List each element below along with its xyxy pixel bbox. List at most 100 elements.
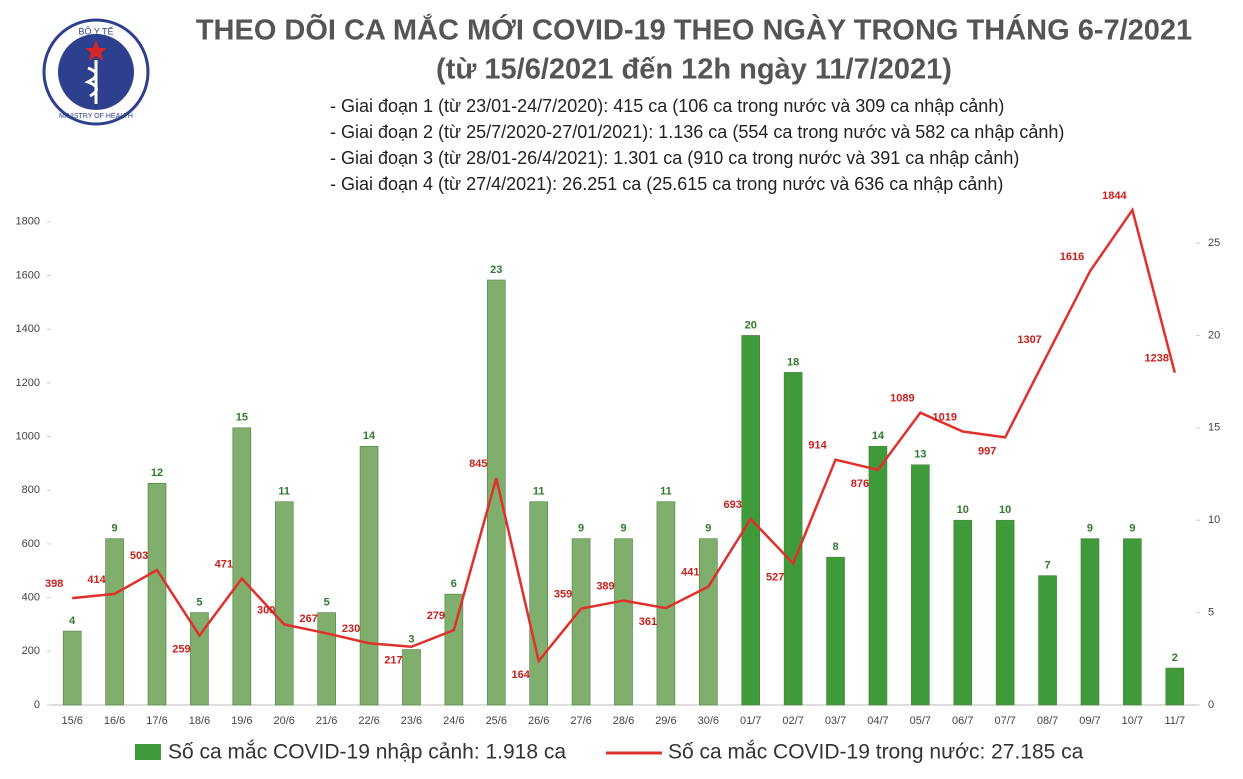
x-tick-label: 28/6 xyxy=(613,715,634,727)
line-label: 414 xyxy=(87,574,106,586)
line-label: 217 xyxy=(384,655,402,667)
bar-label: 9 xyxy=(705,523,711,535)
x-tick-label: 03/7 xyxy=(825,715,846,727)
bar xyxy=(1165,667,1185,706)
x-tick-label: 22/6 xyxy=(358,715,379,727)
y-tick-label: 400 xyxy=(22,592,40,604)
bar-label: 11 xyxy=(278,486,290,498)
x-tick-label: 01/7 xyxy=(740,715,761,727)
y2-tick-label: 5 xyxy=(1208,607,1214,619)
x-tick-label: 20/6 xyxy=(274,715,295,727)
line-label: 1089 xyxy=(890,393,914,405)
bar xyxy=(1080,538,1100,706)
y-tick-label: 0 xyxy=(34,699,40,711)
x-tick-label: 06/7 xyxy=(952,715,973,727)
x-tick-label: 16/6 xyxy=(104,715,125,727)
logo-top: BỘ Y TẾ xyxy=(78,26,113,36)
bar xyxy=(1123,538,1142,706)
bar-label: 15 xyxy=(236,412,248,424)
line-label: 1238 xyxy=(1145,353,1169,365)
x-tick-label: 19/6 xyxy=(231,715,252,727)
logo: BỘ Y TẾ MINISTRY OF HEALTH xyxy=(42,18,150,126)
bar-label: 11 xyxy=(660,486,672,498)
x-tick-label: 23/6 xyxy=(401,715,422,727)
bar-label: 5 xyxy=(324,597,330,609)
bar-label: 3 xyxy=(408,633,414,645)
line-label: 441 xyxy=(681,567,699,579)
bar-label: 9 xyxy=(1129,523,1135,535)
line-label: 1844 xyxy=(1102,190,1127,202)
line-label: 1307 xyxy=(1017,334,1041,346)
bar-label: 10 xyxy=(999,504,1011,516)
bar-label: 20 xyxy=(745,319,757,331)
bar-label: 12 xyxy=(151,467,163,479)
bar xyxy=(274,501,294,706)
bar xyxy=(232,427,252,706)
line-label: 997 xyxy=(978,445,996,457)
bar-label: 13 xyxy=(914,449,926,461)
line-label: 503 xyxy=(130,550,148,562)
legend-label: Số ca mắc COVID-19 trong nước: 27.185 ca xyxy=(668,741,1084,764)
line-label: 389 xyxy=(596,580,614,592)
line-label: 230 xyxy=(342,623,360,635)
bar xyxy=(190,612,209,706)
bar-label: 10 xyxy=(957,504,969,516)
bar-label: 11 xyxy=(533,486,545,498)
y-tick-label: 1000 xyxy=(16,430,40,442)
line-label: 876 xyxy=(851,478,869,490)
chart-subtitle: (từ 15/6/2021 đến 12h ngày 11/7/2021) xyxy=(436,54,952,86)
bar-label: 9 xyxy=(620,523,626,535)
bar-label: 2 xyxy=(1172,652,1178,664)
bar xyxy=(826,556,845,706)
bar xyxy=(444,593,464,706)
y2-tick-label: 20 xyxy=(1208,329,1220,341)
bar xyxy=(614,538,633,706)
x-tick-label: 05/7 xyxy=(910,715,931,727)
bar xyxy=(529,501,548,706)
bar-label: 8 xyxy=(832,541,838,553)
legend-label: Số ca mắc COVID-19 nhập cảnh: 1.918 ca xyxy=(168,741,566,764)
bar-label: 5 xyxy=(196,597,202,609)
x-tick-label: 29/6 xyxy=(655,715,676,727)
bar xyxy=(995,519,1015,706)
x-tick-label: 07/7 xyxy=(994,715,1015,727)
line-label: 471 xyxy=(215,558,233,570)
bar xyxy=(62,630,82,706)
line-label: 259 xyxy=(172,643,190,655)
bar xyxy=(656,501,676,706)
bar xyxy=(911,464,930,706)
line-label: 267 xyxy=(299,613,317,625)
annotation: - Giai đoạn 2 (từ 25/7/2020-27/01/2021):… xyxy=(330,122,1064,142)
line-label: 845 xyxy=(469,458,487,470)
bar-label: 9 xyxy=(578,523,584,535)
bar-label: 6 xyxy=(451,578,457,590)
bar xyxy=(868,446,888,706)
logo-snake xyxy=(84,66,98,98)
x-tick-label: 17/6 xyxy=(146,715,167,727)
chart-title: THEO DÕI CA MẮC MỚI COVID-19 THEO NGÀY T… xyxy=(196,13,1192,47)
bar-label: 14 xyxy=(872,430,885,442)
x-tick-label: 15/6 xyxy=(61,715,82,727)
x-tick-label: 02/7 xyxy=(782,715,803,727)
y-tick-label: 1200 xyxy=(16,377,40,389)
logo-bottom: MINISTRY OF HEALTH xyxy=(59,113,133,120)
line-label: 300 xyxy=(257,604,275,616)
bar xyxy=(105,538,124,706)
x-tick-label: 04/7 xyxy=(867,715,888,727)
bar xyxy=(486,279,506,706)
bar-label: 7 xyxy=(1045,560,1051,572)
legend-swatch xyxy=(135,744,161,760)
x-tick-label: 24/6 xyxy=(443,715,464,727)
bar xyxy=(147,482,167,706)
x-tick-label: 26/6 xyxy=(528,715,549,727)
y2-tick-label: 15 xyxy=(1208,422,1220,434)
bar xyxy=(699,538,718,706)
line-label: 359 xyxy=(554,589,572,601)
bar-label: 4 xyxy=(69,615,76,627)
y-tick-label: 1800 xyxy=(16,216,40,228)
y-tick-label: 200 xyxy=(22,645,40,657)
line-label: 693 xyxy=(724,499,742,511)
annotation: - Giai đoạn 1 (từ 23/01-24/7/2020): 415 … xyxy=(330,96,1004,116)
y2-tick-label: 25 xyxy=(1208,237,1220,249)
